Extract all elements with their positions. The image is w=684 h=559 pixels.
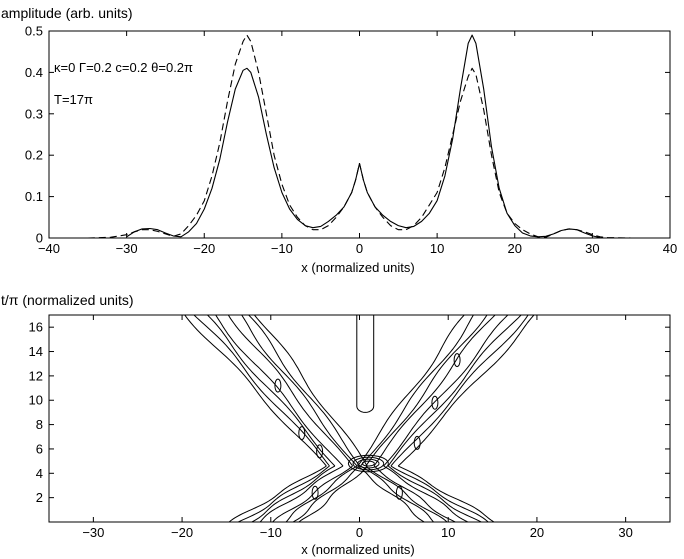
contour-ridge-line (387, 315, 522, 467)
parameter-annotation: κ=0 Γ=0.2 c=0.2 θ=0.2π (54, 60, 193, 75)
bottom-ytick-label: 10 (29, 393, 43, 408)
contour-ridge-line (373, 465, 456, 522)
top-ytick-label: 0.2 (25, 148, 43, 163)
contour-ridge-line (298, 465, 368, 522)
top-ytick-label: 0.4 (25, 65, 43, 80)
central-peak-contour (357, 458, 380, 469)
contour-ridge-line (251, 465, 336, 522)
top-ytick-label: 0.1 (25, 189, 43, 204)
contour-ridge-line (390, 315, 529, 467)
contour-ridge-line (357, 315, 465, 467)
bottom-ytick-label: 2 (36, 490, 43, 505)
solid-amplitude-line (126, 34, 601, 239)
contour-island (274, 378, 282, 393)
top-xtick-label: 40 (663, 241, 677, 256)
dashed-amplitude-line (87, 34, 632, 239)
central-peak-contour (361, 460, 375, 467)
top-xtick-label: −20 (193, 241, 215, 256)
contour-lines (184, 315, 535, 522)
bottom-xtick-label: 20 (530, 525, 544, 540)
contour-island (413, 435, 421, 450)
contour-ridge-line (227, 315, 354, 467)
top-xlabel: x (normalized units) (301, 260, 414, 275)
contour-ridge-line (259, 465, 344, 522)
contour-ridge-line (360, 315, 474, 467)
contour-ridge-line (365, 315, 488, 467)
contour-plot-area: −30 −20 −10 0 10 20 30 2 4 6 8 10 12 14 16 (29, 314, 671, 540)
contour-ridge-line (207, 315, 336, 467)
contour-ridge-line (184, 315, 327, 467)
top-xtick-label: 20 (508, 241, 522, 256)
bottom-ytick-label: 4 (36, 466, 43, 481)
contour-ridge-line (215, 315, 344, 467)
central-channel-contour (356, 315, 375, 413)
bottom-xtick-label: 10 (441, 525, 455, 540)
top-ytick-label: 0 (36, 231, 43, 246)
bottom-xtick-label: −10 (260, 525, 282, 540)
contour-ridge-line (397, 465, 495, 522)
top-xtick-label: 10 (430, 241, 444, 256)
central-peak-contour (347, 454, 389, 473)
top-ytick-label: 0.3 (25, 106, 43, 121)
contour-island (431, 395, 439, 410)
contour-island (298, 426, 306, 441)
contour-island (316, 444, 324, 459)
bottom-xtick-label: −20 (171, 525, 193, 540)
bottom-xlabel: x (normalized units) (301, 542, 414, 557)
bottom-frame (48, 314, 671, 523)
top-xtick-label: 0 (356, 241, 363, 256)
top-xtick-label: −30 (116, 241, 138, 256)
bottom-ytick-label: 8 (36, 417, 43, 432)
bottom-ylabel: t/π (normalized units) (1, 292, 134, 308)
contour-ridge-line (383, 315, 509, 467)
contour-island (311, 485, 319, 500)
contour-ridge-line (387, 465, 482, 522)
contour-ridge-line (248, 315, 361, 467)
top-ylabel: amplitude (arb. units) (1, 5, 133, 21)
contour-ridge-line (193, 315, 330, 467)
contour-ridge-line (365, 465, 448, 522)
contour-ridge-line (390, 465, 489, 522)
bottom-ytick-label: 16 (29, 320, 43, 335)
bottom-ytick-label: 6 (36, 441, 43, 456)
bottom-xtick-label: −30 (82, 525, 104, 540)
contour-island (453, 353, 461, 368)
top-plot-area: −40 −30 −20 −10 0 10 20 30 40 0 0.1 0.2 0.3 0.4 0.5 (25, 24, 677, 257)
contour-ridge-line (285, 465, 358, 522)
contour-ridge-line (357, 465, 425, 522)
bottom-xtick-label: 0 (356, 525, 363, 540)
contour-island (395, 485, 403, 500)
top-ytick-label: 0.5 (25, 24, 43, 39)
period-annotation: T=17π (54, 92, 93, 107)
contour-ridge-line (373, 315, 496, 467)
contour-ridge-line (228, 465, 327, 522)
contour-ridge-line (383, 465, 469, 522)
central-peak-contour (352, 456, 385, 471)
contour-ridge-line (360, 465, 434, 522)
contour-ridge-line (238, 465, 330, 522)
bottom-ytick-label: 12 (29, 368, 43, 383)
top-xtick-label: 30 (585, 241, 599, 256)
bottom-xtick-label: 30 (618, 525, 632, 540)
contour-ridge-line (241, 315, 358, 467)
contour-ridge-line (397, 315, 535, 467)
contour-ridge-line (292, 465, 361, 522)
bottom-ytick-label: 14 (29, 344, 43, 359)
top-xtick-label: −10 (271, 241, 293, 256)
contour-ridge-line (272, 465, 353, 522)
contour-ridge-line (254, 315, 368, 467)
top-xtick-label: −40 (38, 241, 60, 256)
